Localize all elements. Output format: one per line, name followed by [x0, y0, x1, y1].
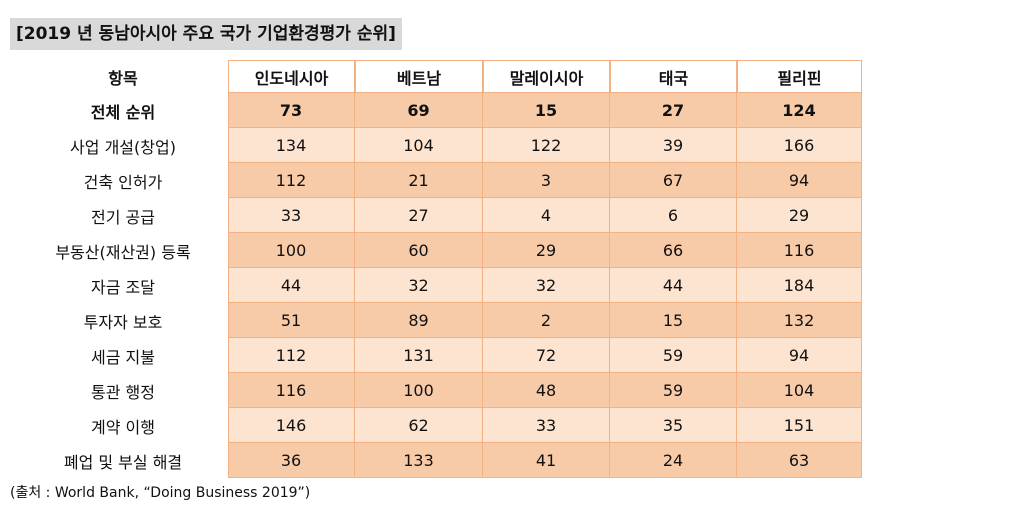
header-cell: 베트남 [355, 60, 483, 93]
source: (출처 : World Bank, “Doing Business 2019”) [10, 485, 311, 501]
data-cell: 35 [610, 408, 737, 443]
data-cell: 3 [483, 163, 610, 198]
row-label: 부동산(재산권) 등록 [55, 242, 191, 262]
data-cell: 24 [610, 443, 737, 478]
data-cell: 100 [228, 233, 355, 268]
data-cell: 133 [355, 443, 483, 478]
title: [2019 년 동남아시아 주요 국가 기업환경평가 순위] [10, 18, 402, 50]
data-cell: 36 [228, 443, 355, 478]
data-cell: 66 [610, 233, 737, 268]
data-cell: 112 [228, 338, 355, 373]
row-label: 사업 개설(창업) [70, 137, 176, 157]
data-cell: 124 [737, 93, 862, 128]
row-label: 통관 행정 [91, 382, 155, 402]
data-cell: 89 [355, 303, 483, 338]
row-label: 투자자 보호 [83, 312, 163, 332]
data-cell: 32 [355, 268, 483, 303]
data-cell: 21 [355, 163, 483, 198]
data-cell: 104 [737, 373, 862, 408]
data-cell: 27 [610, 93, 737, 128]
header-cell: 인도네시아 [228, 60, 355, 93]
data-cell: 4 [483, 198, 610, 233]
row-label: 폐업 및 부실 해결 [63, 452, 183, 472]
header-cell: 항목 [108, 68, 138, 88]
data-cell: 39 [610, 128, 737, 163]
data-cell: 15 [483, 93, 610, 128]
data-cell: 72 [483, 338, 610, 373]
row-label: 계약 이행 [91, 417, 155, 437]
data-cell: 100 [355, 373, 483, 408]
data-cell: 44 [610, 268, 737, 303]
row-label: 전기 공급 [91, 207, 155, 227]
data-cell: 67 [610, 163, 737, 198]
data-cell: 48 [483, 373, 610, 408]
header-cell: 말레이시아 [483, 60, 610, 93]
data-cell: 94 [737, 163, 862, 198]
data-cell: 132 [737, 303, 862, 338]
data-cell: 6 [610, 198, 737, 233]
row-label: 전체 순위 [90, 102, 156, 122]
header-cell: 태국 [610, 60, 737, 93]
data-cell: 146 [228, 408, 355, 443]
data-cell: 29 [737, 198, 862, 233]
data-cell: 51 [228, 303, 355, 338]
data-cell: 94 [737, 338, 862, 373]
data-cell: 2 [483, 303, 610, 338]
data-cell: 41 [483, 443, 610, 478]
data-cell: 29 [483, 233, 610, 268]
row-label: 건축 인허가 [83, 172, 163, 192]
data-cell: 184 [737, 268, 862, 303]
row-label: 세금 지불 [91, 347, 155, 367]
data-cell: 104 [355, 128, 483, 163]
data-cell: 44 [228, 268, 355, 303]
data-cell: 32 [483, 268, 610, 303]
data-cell: 116 [228, 373, 355, 408]
data-cell: 59 [610, 338, 737, 373]
data-cell: 27 [355, 198, 483, 233]
data-cell: 131 [355, 338, 483, 373]
data-cell: 69 [355, 93, 483, 128]
data-cell: 166 [737, 128, 862, 163]
table-border [228, 93, 229, 478]
data-cell: 59 [610, 373, 737, 408]
data-cell: 112 [228, 163, 355, 198]
data-cell: 33 [483, 408, 610, 443]
data-cell: 73 [228, 93, 355, 128]
data-cell: 151 [737, 408, 862, 443]
data-cell: 134 [228, 128, 355, 163]
row-label: 자금 조달 [91, 277, 155, 297]
data-cell: 62 [355, 408, 483, 443]
data-cell: 63 [737, 443, 862, 478]
data-cell: 15 [610, 303, 737, 338]
data-cell: 33 [228, 198, 355, 233]
data-cell: 122 [483, 128, 610, 163]
data-cell: 60 [355, 233, 483, 268]
header-cell: 필리핀 [737, 60, 862, 93]
data-cell: 116 [737, 233, 862, 268]
